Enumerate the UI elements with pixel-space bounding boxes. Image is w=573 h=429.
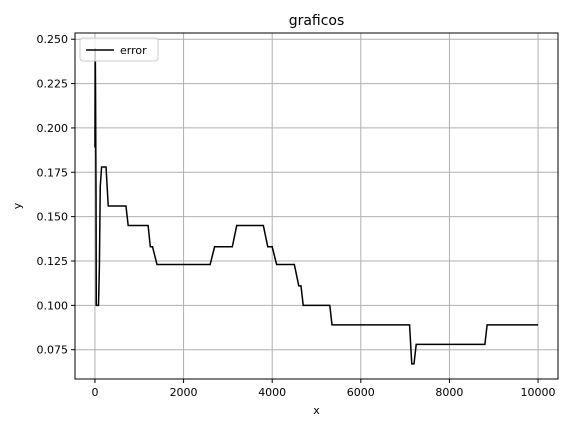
grid xyxy=(75,33,558,379)
x-tick-label: 2000 xyxy=(170,386,198,399)
axes-frame xyxy=(74,32,559,380)
y-tick-label: 0.175 xyxy=(37,166,69,179)
chart-title: graficos xyxy=(289,13,345,29)
y-tick-label: 0.225 xyxy=(37,78,69,91)
y-tick-label: 0.250 xyxy=(37,33,69,46)
y-tick-label: 0.125 xyxy=(37,255,69,268)
y-axis-label: y xyxy=(11,202,24,209)
series-layer xyxy=(94,48,539,365)
legend-label-error: error xyxy=(120,44,147,57)
x-axis-label: x xyxy=(313,404,320,417)
series-line-error xyxy=(94,48,539,365)
x-tick-label: 8000 xyxy=(435,386,463,399)
x-tick-label: 4000 xyxy=(258,386,286,399)
legend-box xyxy=(79,37,159,62)
x-tick-label: 10000 xyxy=(521,386,556,399)
y-tick-label: 0.100 xyxy=(37,299,69,312)
y-tick-label: 0.200 xyxy=(37,122,69,135)
y-tick-label: 0.075 xyxy=(37,344,69,357)
x-tick-label: 0 xyxy=(91,386,98,399)
legend: error xyxy=(79,37,159,62)
y-tick-label: 0.150 xyxy=(37,211,69,224)
x-tick-label: 6000 xyxy=(347,386,375,399)
ticks: 0 2000 4000 6000 8000 10000 0.075 0.100 0.125 0.1… xyxy=(37,33,556,399)
